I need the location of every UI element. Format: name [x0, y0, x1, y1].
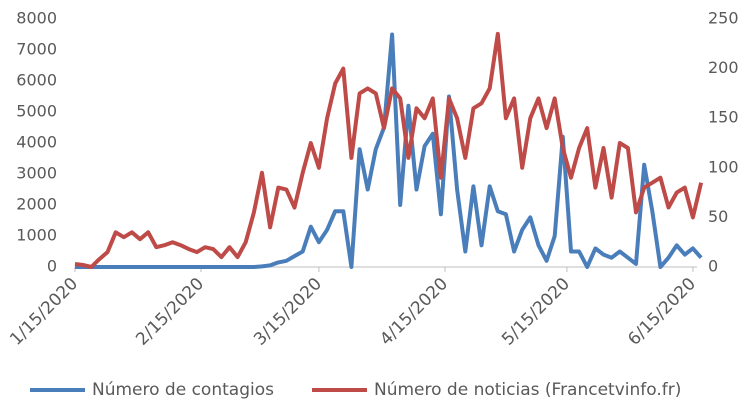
y-tick-label: 4000	[16, 133, 57, 152]
y2-tick-label: 150	[708, 108, 739, 127]
x-tick-label: 2/15/2020	[132, 274, 208, 350]
y2-tick-label: 200	[708, 58, 739, 77]
y-tick-label: 3000	[16, 164, 57, 183]
y-tick-label: 0	[47, 257, 57, 276]
x-tick-label: 5/15/2020	[498, 274, 574, 350]
y-tick-label: 2000	[16, 195, 57, 214]
y-tick-label: 7000	[16, 40, 57, 59]
x-tick-label: 6/15/2020	[624, 274, 700, 350]
series-line	[74, 31, 704, 269]
x-tick-label: 4/15/2020	[376, 274, 452, 350]
y2-tick-label: 0	[708, 257, 718, 276]
y-tick-label: 5000	[16, 102, 57, 121]
series-line	[75, 32, 703, 269]
y-tick-label: 1000	[16, 226, 57, 245]
y2-tick-label: 100	[708, 157, 739, 176]
y-tick-label: 8000	[16, 9, 57, 28]
y-tick-label: 6000	[16, 71, 57, 90]
y2-tick-label: 250	[708, 9, 739, 28]
legend-label: Número de contagios	[92, 380, 274, 400]
y2-tick-label: 50	[708, 207, 728, 226]
legend-label: Número de noticias (Francetvinfo.fr)	[374, 380, 681, 400]
x-tick-label: 3/15/2020	[250, 274, 326, 350]
x-tick-label: 1/15/2020	[6, 274, 82, 350]
